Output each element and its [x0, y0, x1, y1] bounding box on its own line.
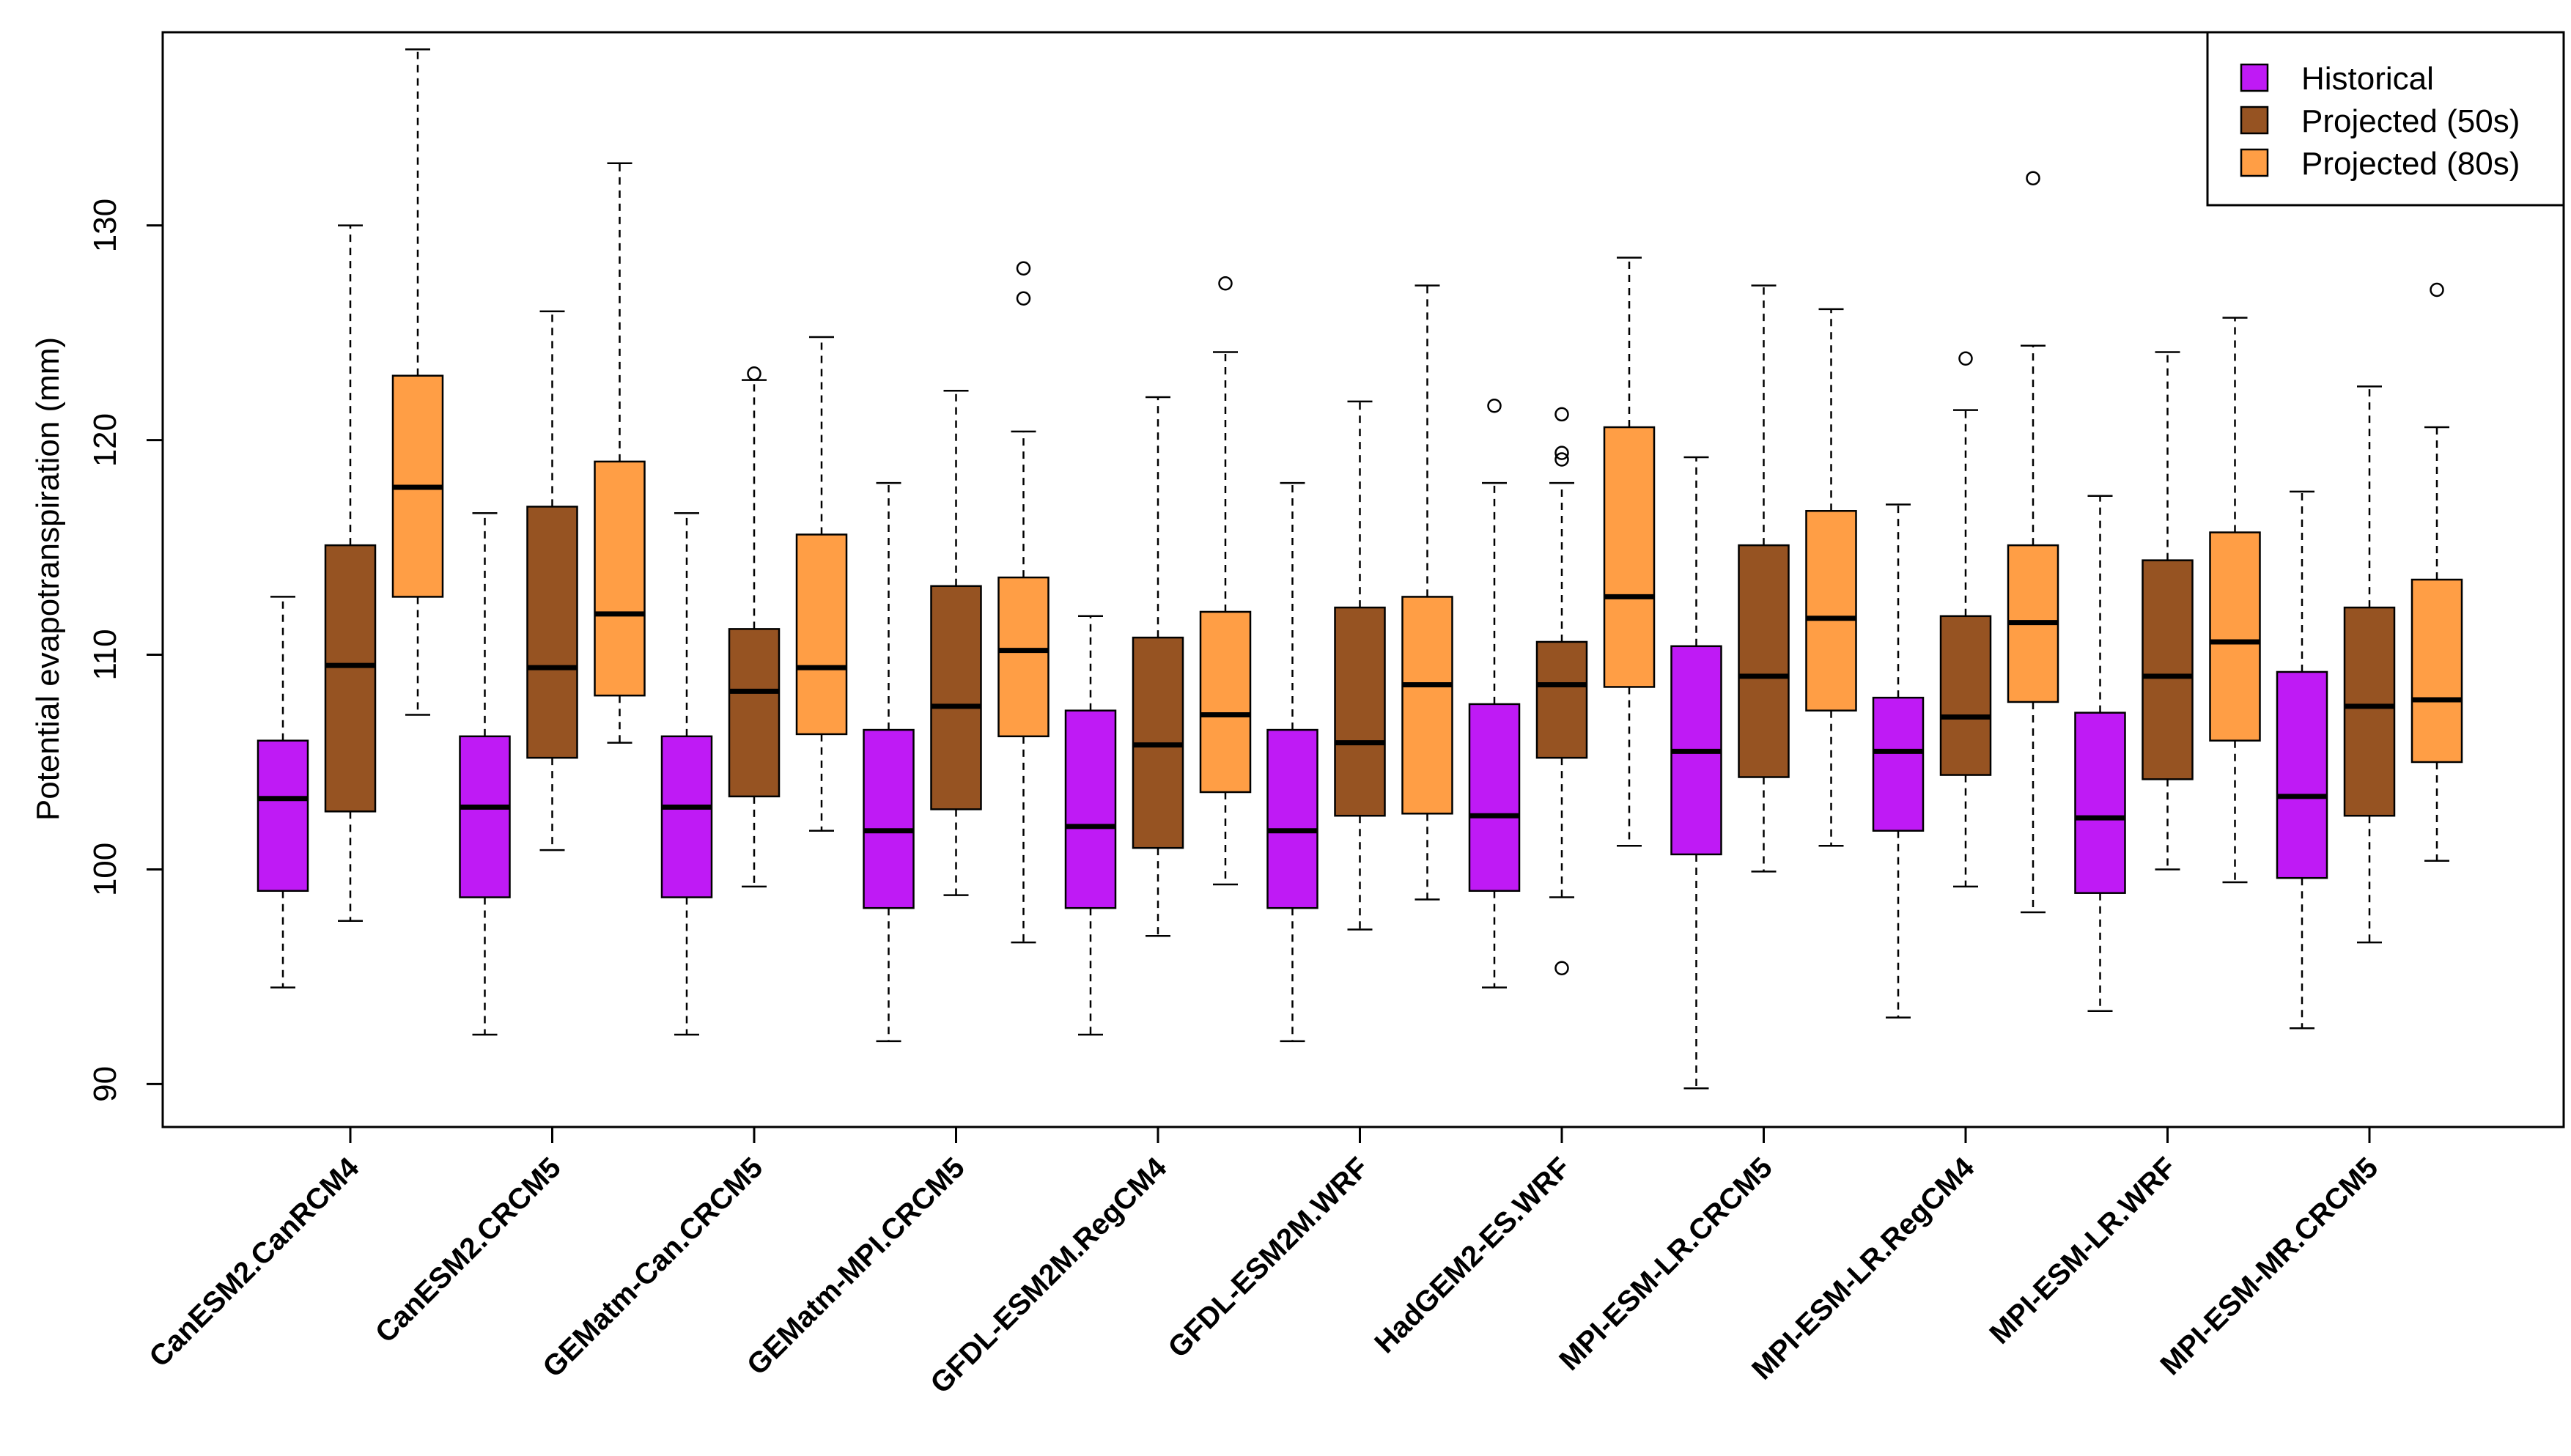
box-body: [2410, 578, 2463, 764]
box-body: [1468, 703, 1521, 893]
outlier-point: [2026, 171, 2040, 185]
box-1-3: [863, 481, 915, 1043]
outlier-point: [1487, 398, 1502, 413]
box-body: [1805, 510, 1857, 712]
box-2-0: [324, 224, 377, 923]
box-body: [997, 576, 1050, 738]
box-body: [1064, 709, 1117, 909]
outlier-point: [1218, 276, 1233, 291]
outlier-point: [2430, 282, 2444, 298]
y-tick-label: 90: [87, 1066, 123, 1102]
box-1-8: [1872, 503, 1925, 1019]
box-body: [863, 728, 915, 909]
box-1-2: [660, 511, 713, 1036]
legend-item-2: Projected (50s): [2240, 103, 2520, 139]
box-body: [660, 735, 713, 898]
outlier-point: [1554, 961, 1569, 975]
box-2-1: [526, 310, 578, 851]
box-body: [1401, 596, 1453, 815]
box-3-3: [997, 261, 1050, 944]
box-body: [594, 460, 646, 697]
box-body: [526, 506, 578, 759]
box-3-1: [594, 162, 646, 744]
legend-swatch: [2240, 106, 2269, 135]
box-2-9: [2142, 351, 2194, 871]
box-1-4: [1064, 615, 1117, 1036]
box-body: [257, 739, 309, 893]
box-body: [2209, 531, 2261, 742]
y-tick-label: 110: [87, 629, 123, 680]
outlier-point: [1554, 446, 1569, 460]
legend-swatch: [2240, 63, 2269, 92]
box-2-10: [2343, 385, 2396, 944]
box-3-0: [391, 48, 444, 716]
box-3-2: [795, 336, 848, 832]
legend-label: Projected (50s): [2301, 103, 2520, 139]
outlier-point: [1554, 407, 1569, 422]
box-body: [1334, 606, 1386, 817]
box-1-1: [459, 511, 511, 1036]
outlier-point: [1016, 291, 1031, 306]
outlier-point: [1958, 351, 1973, 366]
plot-area: [257, 48, 2463, 1090]
box-body: [2074, 712, 2126, 894]
box-1-5: [1266, 481, 1318, 1043]
outlier-point: [747, 366, 761, 381]
box-body: [1939, 615, 1992, 776]
legend-item-1: Historical: [2240, 61, 2434, 97]
box-body: [1199, 610, 1252, 794]
y-axis: 90 100 110 120 130: [87, 199, 164, 1102]
box-body: [1266, 728, 1318, 909]
legend-item-3: Projected (80s): [2240, 146, 2520, 182]
box-body: [1738, 544, 1790, 778]
box-body: [2343, 606, 2396, 817]
box-body: [2142, 559, 2194, 780]
box-2-2: [728, 366, 781, 888]
box-body: [930, 585, 982, 810]
box-2-5: [1334, 400, 1386, 931]
box-body: [324, 544, 377, 813]
legend-label: Projected (80s): [2301, 146, 2520, 182]
box-1-0: [257, 596, 309, 988]
box-3-4: [1199, 276, 1252, 886]
box-body: [1535, 640, 1588, 759]
box-3-10: [2410, 282, 2463, 862]
box-2-7: [1738, 284, 1790, 873]
legend-swatch: [2240, 148, 2269, 177]
box-3-7: [1805, 308, 1857, 847]
box-1-9: [2074, 495, 2126, 1013]
box-body: [728, 628, 781, 798]
box-body: [1872, 696, 1925, 832]
legend-label: Historical: [2301, 61, 2434, 97]
box-3-5: [1401, 284, 1453, 901]
box-1-7: [1670, 456, 1722, 1090]
y-tick-label: 130: [87, 199, 123, 252]
box-body: [1603, 426, 1656, 688]
outlier-point: [1016, 261, 1031, 276]
box-3-9: [2209, 317, 2261, 884]
y-tick-label: 100: [87, 843, 123, 896]
y-tick-label: 120: [87, 413, 123, 467]
box-2-6: [1535, 407, 1588, 975]
box-2-8: [1939, 351, 1992, 888]
box-2-3: [930, 389, 982, 896]
box-2-4: [1132, 396, 1184, 937]
box-1-10: [2276, 490, 2328, 1030]
outlier-point: [1554, 452, 1569, 467]
y-axis-label: Potential evapotranspiration (mm): [30, 337, 66, 821]
box-body: [459, 735, 511, 898]
box-3-6: [1603, 256, 1656, 847]
box-body: [795, 533, 848, 736]
box-3-8: [2007, 171, 2059, 914]
legend: Historical Projected (50s) Projected (80s): [2206, 31, 2565, 207]
box-1-6: [1468, 398, 1521, 988]
box-body: [2276, 670, 2328, 879]
